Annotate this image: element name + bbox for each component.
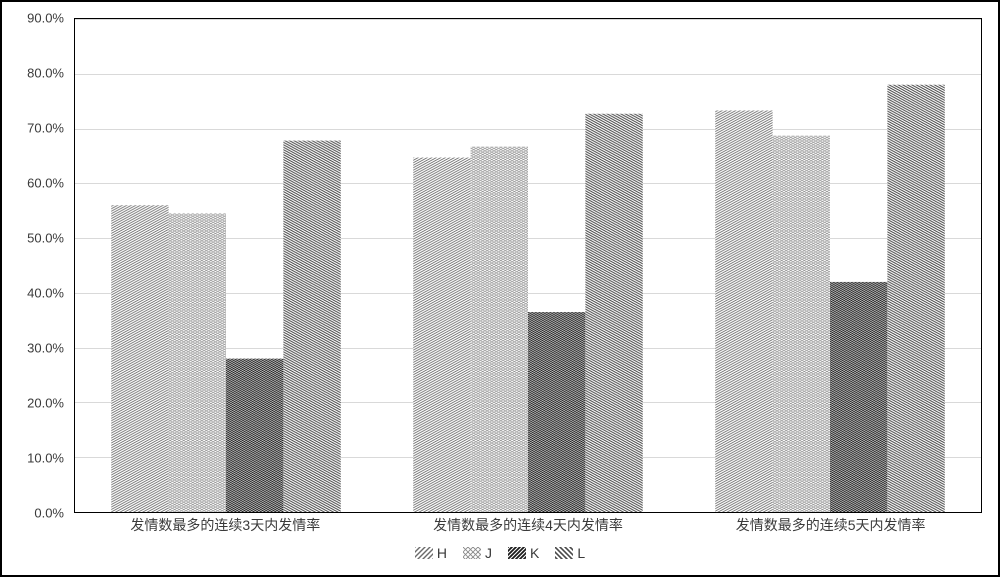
y-axis: 0.0%10.0%20.0%30.0%40.0%50.0%60.0%70.0%8… [2,18,70,513]
legend-label: L [577,545,585,561]
legend-item-K: K [508,545,539,561]
x-tick-label: 发情数最多的连续4天内发情率 [433,515,623,535]
y-tick-label: 0.0% [34,506,64,521]
legend-swatch-icon [555,547,573,559]
bar-H-group2 [715,110,772,512]
x-axis: 发情数最多的连续3天内发情率 发情数最多的连续4天内发情率 发情数最多的连续5天内发… [74,513,982,537]
y-tick-label: 10.0% [27,451,64,466]
y-tick-label: 40.0% [27,286,64,301]
bar-J-group1 [471,147,528,512]
bar-H-group0 [111,205,168,512]
legend-item-H: H [415,545,447,561]
legend: HJKL [2,545,998,569]
legend-swatch-icon [508,547,526,559]
legend-label: K [530,545,539,561]
y-tick-label: 90.0% [27,11,64,26]
bar-L-group0 [283,141,340,512]
x-tick-label: 发情数最多的连续3天内发情率 [130,515,320,535]
legend-label: H [437,545,447,561]
bar-K-group1 [528,312,585,512]
bar-L-group1 [585,114,642,512]
bars-layer [75,19,981,512]
bar-K-group0 [226,359,283,512]
bar-H-group1 [413,158,470,512]
bar-J-group2 [773,136,830,512]
legend-swatch-icon [415,547,433,559]
bar-J-group0 [169,213,226,512]
legend-item-L: L [555,545,585,561]
legend-label: J [485,545,492,561]
y-tick-label: 80.0% [27,66,64,81]
legend-swatch-icon [463,547,481,559]
y-tick-label: 20.0% [27,396,64,411]
chart-container: 0.0% 10.0% 20.0% 30.0% 40.0% 50.0% 60.0% 70.0% 8… [0,0,1000,577]
bar-L-group2 [887,85,944,512]
y-tick-label: 70.0% [27,121,64,136]
y-tick-label: 30.0% [27,341,64,356]
plot-area [74,18,982,513]
y-tick-label: 50.0% [27,231,64,246]
y-tick-label: 60.0% [27,176,64,191]
bar-K-group2 [830,282,887,512]
x-tick-label: 发情数最多的连续5天内发情率 [736,515,926,535]
legend-item-J: J [463,545,492,561]
